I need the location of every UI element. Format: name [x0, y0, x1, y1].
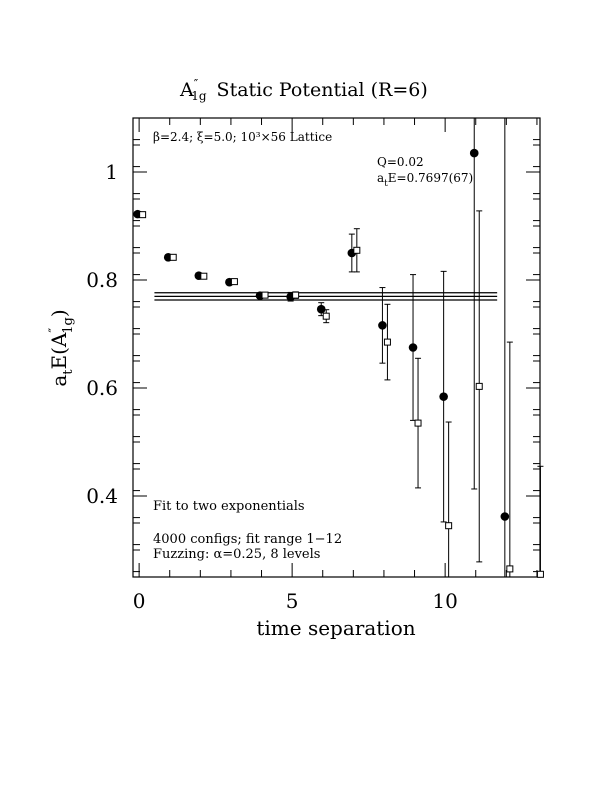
y-axis-label: atE(A″1g): [47, 309, 76, 386]
marker: [261, 291, 269, 299]
square-point-13: [536, 465, 544, 578]
marker: [414, 419, 422, 427]
fit-band: [154, 292, 498, 301]
chart-title: A″ 1g Static Potential (R=6): [179, 77, 428, 103]
marker: [383, 338, 391, 346]
circle-point-11: [469, 118, 479, 490]
square-point-6: [322, 309, 330, 324]
marker: [378, 321, 387, 330]
q-annotation: Q=0.02: [377, 155, 424, 169]
y-tick-label-1: 1: [105, 160, 118, 184]
square-point-10: [445, 421, 453, 577]
y-tick-label-0.8: 0.8: [86, 268, 118, 292]
axis-tick-labels: 0 5 10 0.4 0.6 0.8 1: [86, 160, 458, 613]
y-tick-label-0.6: 0.6: [86, 376, 118, 400]
square-point-2: [200, 272, 208, 280]
svg-text:atE(A″1g): atE(A″1g): [47, 309, 76, 386]
square-point-7: [353, 228, 361, 273]
plot-frame: [132, 117, 541, 578]
marker: [230, 278, 238, 286]
square-point-9: [414, 357, 422, 489]
x-axis-label: time separation: [256, 616, 415, 640]
marker: [353, 246, 361, 254]
marker: [445, 522, 453, 530]
marker: [475, 382, 483, 390]
marker: [408, 343, 418, 352]
circle-point-9: [408, 274, 418, 421]
circle-point-12: [500, 118, 510, 577]
marker: [139, 211, 147, 219]
configs-annotation: 4000 configs; fit range 1−12: [153, 532, 342, 547]
marker: [322, 312, 330, 320]
y-tick-label-0.4: 0.4: [86, 484, 118, 508]
square-point-5: [292, 291, 300, 299]
x-tick-label-0: 0: [133, 589, 146, 613]
axis-ticks: [133, 118, 540, 577]
energy-annotation: atE=0.7697(67): [377, 171, 473, 189]
square-point-0: [139, 211, 147, 219]
marker: [169, 253, 177, 261]
circle-point-10: [439, 270, 448, 523]
square-point-1: [169, 253, 177, 261]
marker: [439, 392, 448, 401]
fuzzing-annotation: Fuzzing: α=0.25, 8 levels: [153, 547, 320, 562]
marker: [469, 148, 479, 158]
marker: [506, 565, 514, 573]
x-tick-label-10: 10: [432, 589, 457, 613]
marker: [500, 512, 510, 521]
fit-description: Fit to two exponentials: [153, 499, 305, 514]
square-point-3: [230, 278, 238, 286]
x-tick-label-5: 5: [286, 589, 299, 613]
square-point-11: [475, 210, 483, 563]
square-point-8: [383, 303, 391, 381]
square-point-12: [506, 341, 514, 577]
square-point-4: [261, 291, 269, 299]
circle-point-8: [378, 287, 387, 364]
lattice-annotation: β=2.4; ξ=5.0; 10³×56 Lattice: [153, 130, 332, 144]
data-marks: [133, 118, 544, 578]
marker: [536, 570, 544, 578]
marker: [200, 272, 208, 280]
marker: [292, 291, 300, 299]
marker: [316, 304, 326, 314]
